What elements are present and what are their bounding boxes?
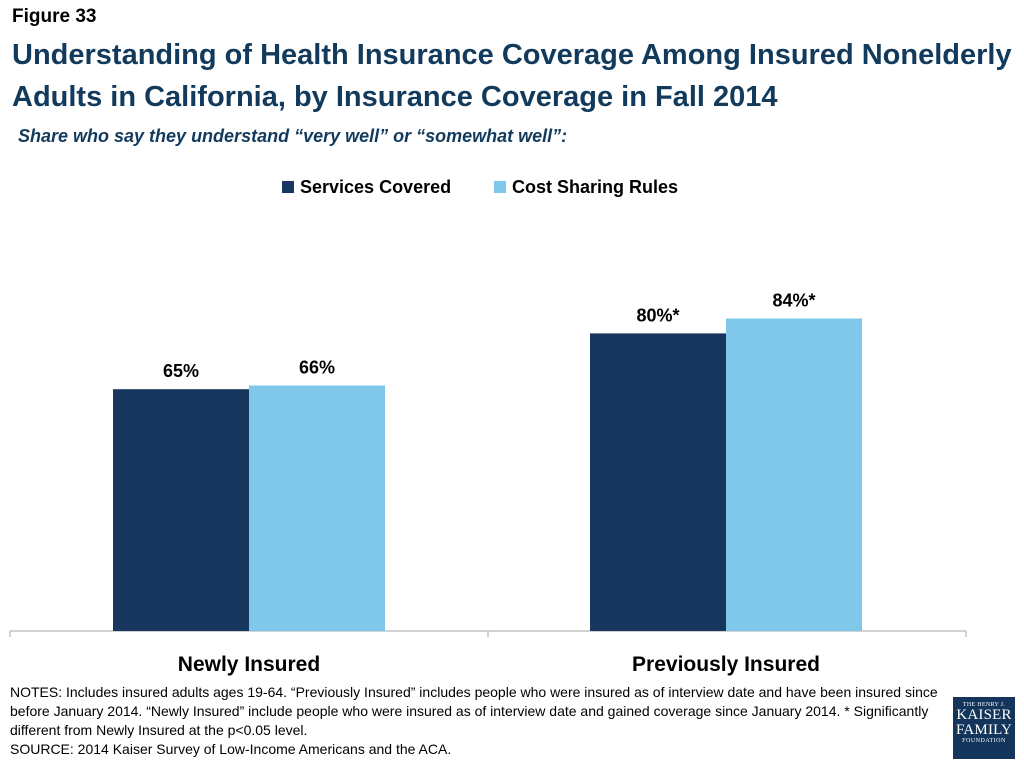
bar-services-covered-newly-insured bbox=[113, 389, 249, 631]
bar-cost-sharing-rules-newly-insured bbox=[249, 385, 385, 631]
data-label: 84%* bbox=[772, 291, 815, 311]
logo-line-3: FAMILY bbox=[955, 722, 1013, 738]
legend-label: Cost Sharing Rules bbox=[512, 177, 678, 197]
data-label: 80%* bbox=[636, 305, 679, 325]
data-label: 65% bbox=[163, 361, 199, 381]
logo-line-2: KAISER bbox=[956, 707, 1012, 723]
legend-swatch bbox=[282, 181, 294, 193]
figure-label: Figure 33 bbox=[12, 6, 97, 27]
bar-services-covered-previously-insured bbox=[590, 333, 726, 631]
legend-label: Services Covered bbox=[300, 177, 451, 197]
bar-chart: 65% 66% Newly Insured 80%* 84%* Previously In… bbox=[9, 177, 967, 676]
kaiser-logo: THE HENRY J. KAISER FAMILY FOUNDATION bbox=[953, 697, 1015, 759]
x-tick-label: Previously Insured bbox=[632, 653, 820, 676]
chart-subtitle: Share who say they understand “very well… bbox=[18, 126, 568, 146]
notes-block: NOTES: Includes insured adults ages 19-6… bbox=[10, 683, 945, 759]
bar-cost-sharing-rules-previously-insured bbox=[726, 318, 862, 631]
x-tick-label: Newly Insured bbox=[178, 653, 320, 676]
logo-line-1: THE HENRY J. bbox=[962, 702, 1006, 708]
logo-line-4: FOUNDATION bbox=[962, 738, 1006, 744]
notes-text: NOTES: Includes insured adults ages 19-6… bbox=[10, 684, 938, 738]
source-text: SOURCE: 2014 Kaiser Survey of Low-Income… bbox=[10, 741, 452, 757]
data-label: 66% bbox=[299, 357, 335, 377]
legend-swatch bbox=[494, 181, 506, 193]
chart-title: Understanding of Health Insurance Covera… bbox=[12, 39, 1012, 113]
